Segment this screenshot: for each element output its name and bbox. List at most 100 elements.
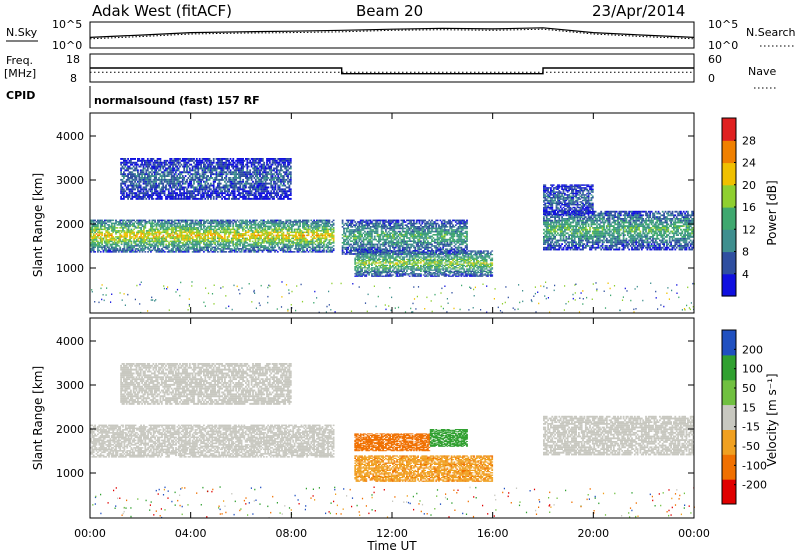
heatmap-cell — [299, 219, 301, 222]
heatmap-cell — [249, 171, 252, 174]
heatmap-cell — [127, 249, 130, 252]
heatmap-cell — [134, 237, 137, 240]
heatmap-cell — [142, 159, 145, 162]
heatmap-cell — [141, 221, 144, 223]
heatmap-cell — [282, 180, 285, 183]
heatmap-cell — [131, 224, 134, 226]
heatmap-cell — [249, 237, 251, 240]
heatmap-cell — [236, 165, 239, 168]
heatmap-cell — [98, 228, 101, 231]
heatmap-cell — [359, 234, 362, 236]
heatmap-cell — [318, 227, 321, 229]
heatmap-cell — [361, 245, 363, 247]
heatmap-cell — [120, 197, 122, 200]
heatmap-cell — [278, 236, 281, 238]
heatmap-cell — [172, 196, 174, 198]
heatmap-cell — [269, 221, 272, 223]
heatmap-cell — [183, 231, 186, 234]
heatmap-cell — [279, 242, 282, 244]
heatmap-cell — [264, 177, 267, 179]
heatmap-cell — [257, 163, 260, 166]
heatmap-cell — [242, 222, 244, 225]
heatmap-cell — [169, 225, 172, 228]
heatmap-cell — [204, 233, 207, 235]
heatmap-cell — [186, 249, 189, 252]
heatmap-cell — [214, 251, 216, 253]
heatmap-cell — [205, 230, 208, 232]
heatmap-cell — [212, 219, 215, 222]
heatmap-cell — [159, 197, 162, 200]
heatmap-cell — [228, 242, 230, 244]
heatmap-cell — [198, 221, 201, 223]
heatmap-cell — [261, 180, 264, 183]
heatmap-cell — [275, 219, 278, 222]
heatmap-cell — [239, 167, 242, 170]
heatmap-cell — [343, 230, 345, 233]
heatmap-cell — [210, 222, 212, 225]
heatmap-cell — [103, 228, 106, 231]
heatmap-cell — [229, 242, 232, 244]
heatmap-cell — [95, 228, 98, 231]
heatmap-cell — [215, 233, 218, 235]
heatmap-cell — [351, 221, 354, 223]
heatmap-cell — [276, 222, 279, 225]
heatmap-cell — [214, 188, 216, 191]
heatmap-cell — [112, 230, 115, 232]
heatmap-cell — [163, 180, 166, 183]
heatmap-cell — [292, 236, 295, 238]
heatmap-cell — [261, 240, 264, 243]
heatmap-cell — [317, 249, 320, 252]
heatmap-cell — [176, 186, 179, 189]
heatmap-cell — [198, 186, 201, 189]
heatmap-cell — [193, 251, 195, 253]
heatmap-cell — [119, 239, 122, 241]
heatmap-cell — [345, 248, 348, 250]
heatmap-cell — [130, 240, 133, 243]
heatmap-cell — [257, 246, 260, 249]
heatmap-cell — [281, 190, 284, 193]
heatmap-cell — [181, 194, 184, 196]
heatmap-cell — [238, 167, 240, 170]
heatmap-cell — [218, 188, 221, 191]
heatmap-cell — [186, 246, 189, 249]
heatmap-cell — [232, 178, 235, 181]
heatmap-cell — [222, 240, 225, 243]
heatmap-cell — [292, 245, 295, 247]
heatmap-cell — [215, 231, 218, 234]
heatmap-cell — [263, 165, 266, 168]
heatmap-cell — [266, 175, 268, 177]
heatmap-cell — [184, 182, 187, 185]
heatmap-cell — [247, 190, 250, 193]
heatmap-cell — [299, 245, 301, 247]
heatmap-cell — [198, 230, 201, 232]
heatmap-cell — [253, 249, 255, 252]
heatmap-cell — [196, 249, 198, 252]
heatmap-cell — [172, 165, 174, 168]
heatmap-cell — [160, 177, 163, 179]
heatmap-cell — [281, 239, 283, 241]
heatmap-cell — [174, 158, 177, 160]
heatmap-cell — [289, 251, 292, 253]
heatmap-cell — [137, 243, 140, 246]
heatmap-cell — [249, 239, 251, 241]
heatmap-cell — [193, 190, 195, 193]
heatmap-cell — [247, 248, 250, 250]
heatmap-cell — [290, 234, 293, 237]
heatmap-cell — [170, 249, 173, 252]
heatmap-cell — [266, 188, 268, 191]
heatmap-cell — [145, 188, 148, 191]
heatmap-cell — [182, 231, 184, 234]
heatmap-cell — [288, 158, 291, 160]
heatmap-cell — [196, 233, 198, 235]
heatmap-cell — [180, 159, 183, 162]
heatmap-cell — [221, 190, 223, 193]
heatmap-cell — [281, 175, 284, 177]
heatmap-cell — [242, 197, 244, 200]
heatmap-cell — [147, 231, 149, 234]
heatmap-cell — [257, 194, 260, 196]
heatmap-cell — [253, 233, 255, 235]
heatmap-cell — [167, 161, 170, 164]
heatmap-cell — [149, 194, 152, 196]
heatmap-cell — [290, 240, 293, 243]
heatmap-cell — [236, 239, 239, 241]
